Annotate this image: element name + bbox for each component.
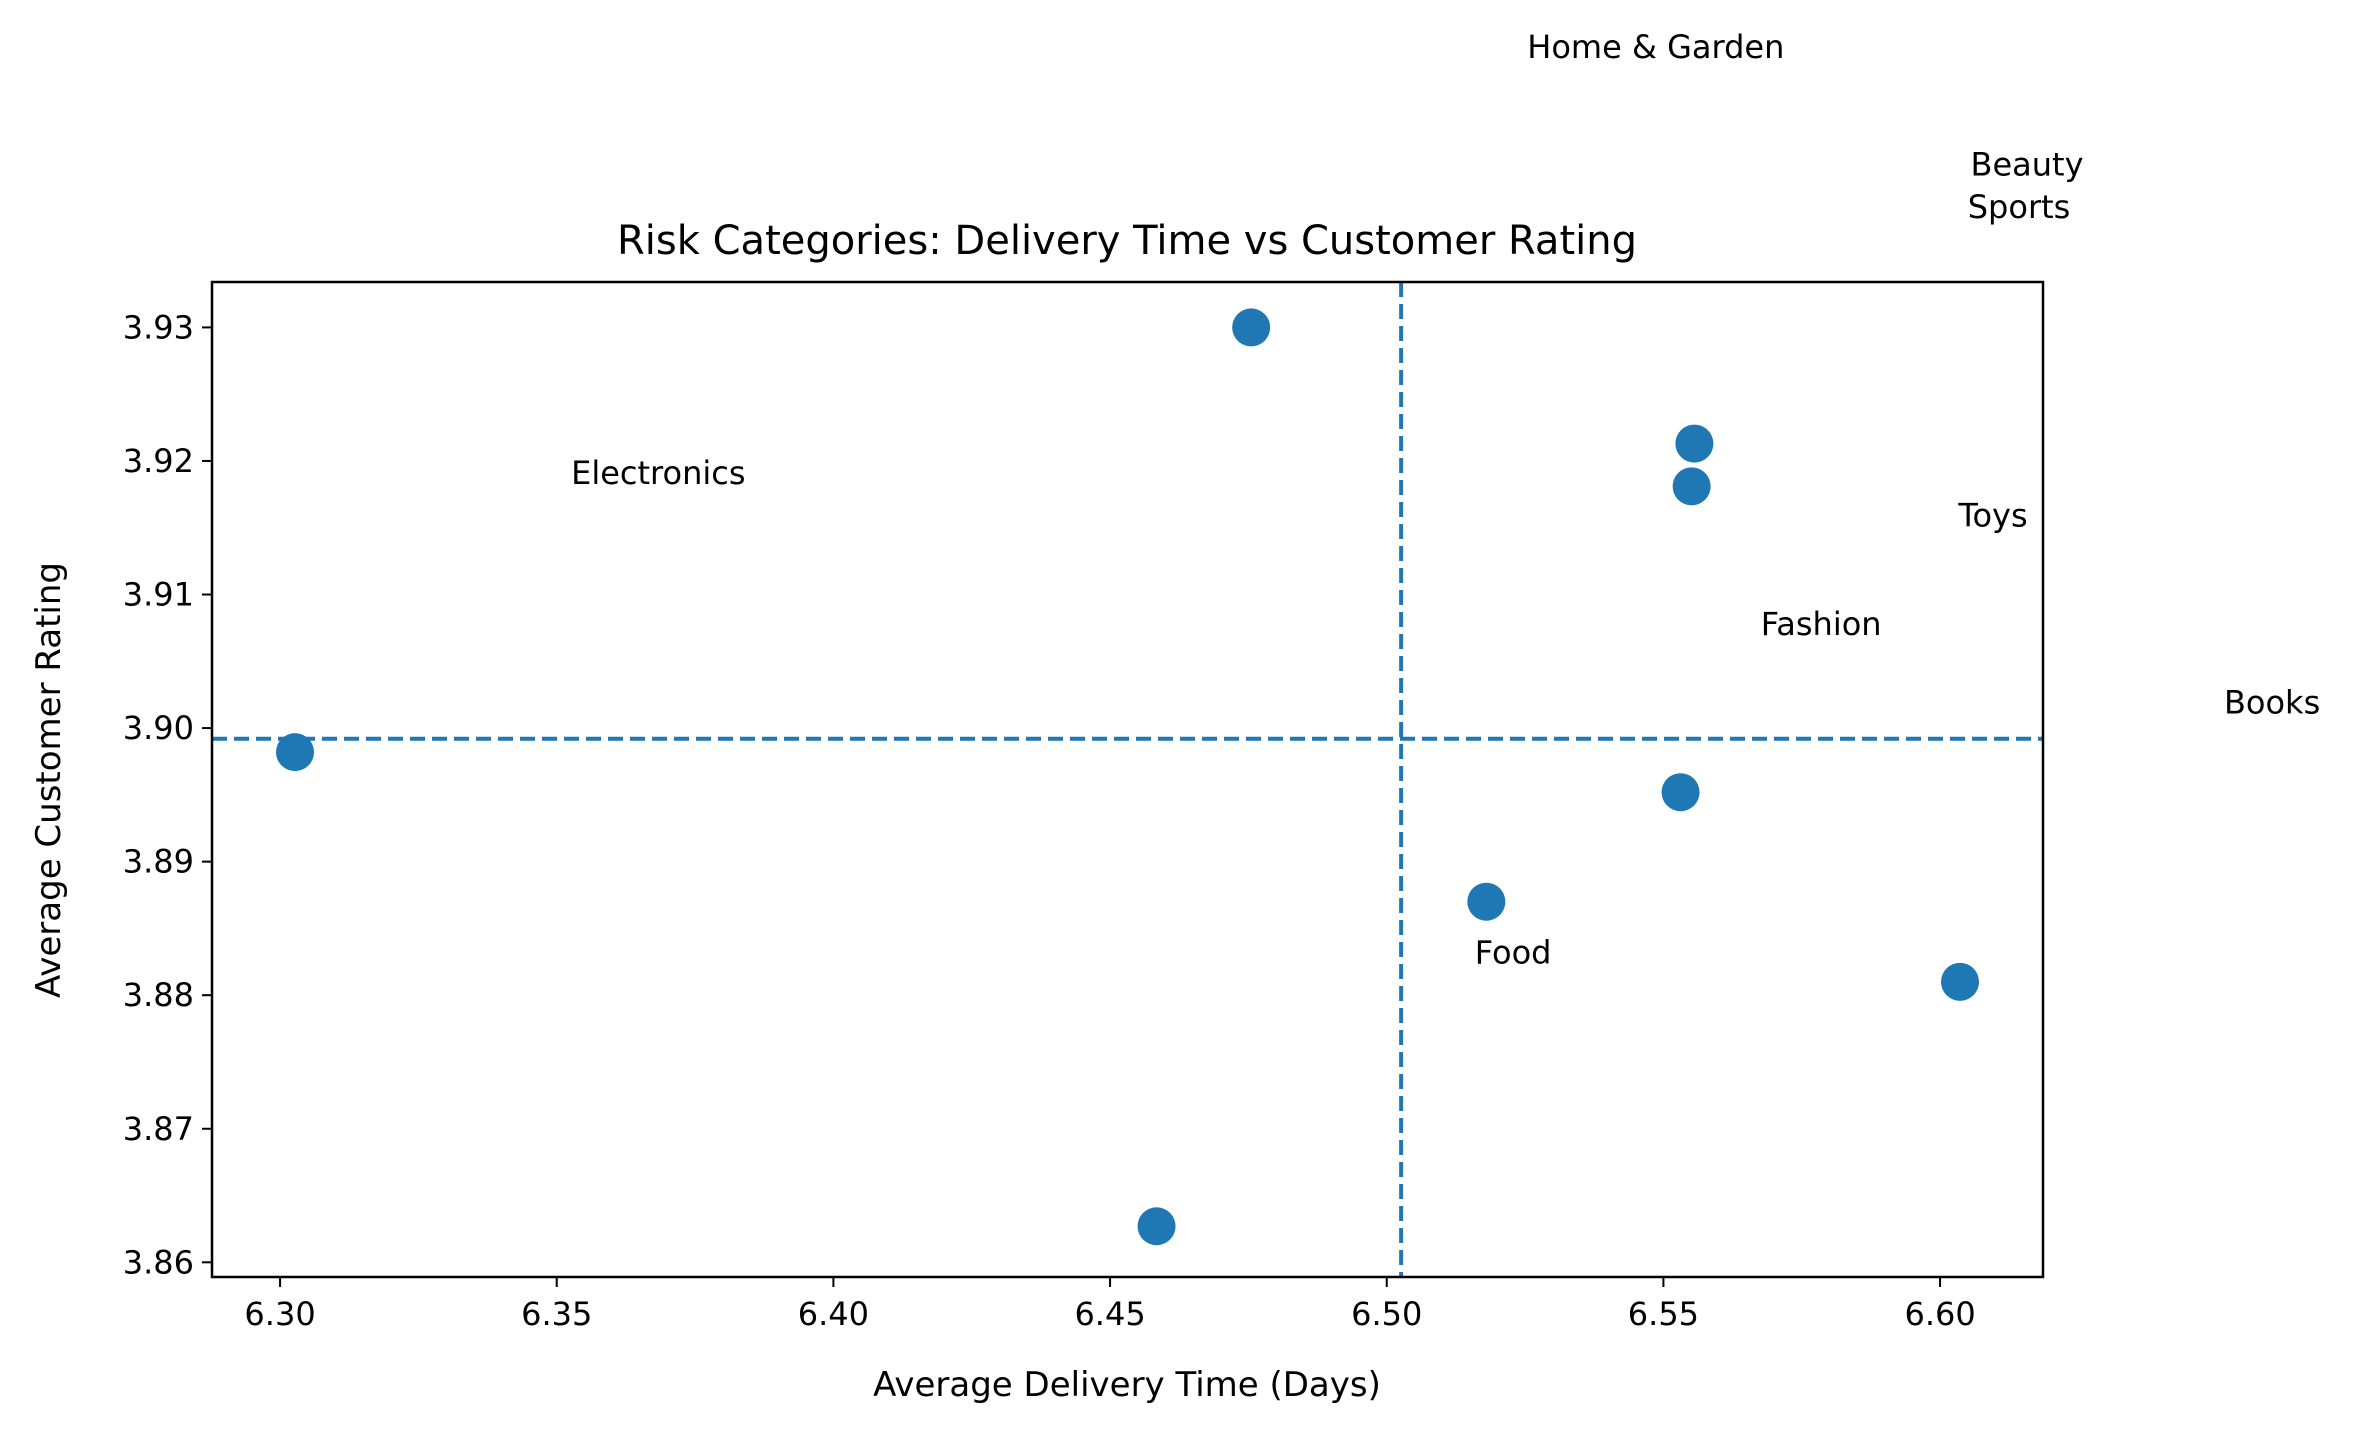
y-tick-label: 3.89 [123,843,194,881]
x-axis-label: Average Delivery Time (Days) [873,1365,1381,1405]
data-point [1232,308,1271,347]
x-tick-label: 6.60 [1904,1295,1975,1333]
category-annotation: Food [1475,933,1552,971]
y-tick-label: 3.92 [123,442,194,480]
data-point [276,733,315,772]
x-tick-label: 6.40 [798,1295,869,1333]
category-annotation: Beauty [1971,145,2084,183]
x-tick-label: 6.55 [1628,1295,1699,1333]
plot-frame [210,280,2045,1279]
data-point [1675,424,1714,463]
category-annotation: Books [2224,684,2320,722]
x-tick-label: 6.45 [1074,1295,1145,1333]
category-annotation: Fashion [1761,605,1882,643]
data-point [1467,882,1506,921]
category-annotation: Home & Garden [1527,28,1784,66]
x-tick-label: 6.35 [521,1295,592,1333]
chart-title: Risk Categories: Delivery Time vs Custom… [617,218,1637,264]
data-point [1137,1207,1176,1246]
x-tick-label: 6.30 [244,1295,315,1333]
category-annotation: Electronics [571,454,745,492]
data-point [1672,467,1711,506]
category-annotation: Sports [1968,188,2071,226]
y-tick-label: 3.87 [123,1110,194,1148]
y-tick-label: 3.88 [123,976,194,1014]
y-axis-label: Average Customer Rating [29,562,69,998]
data-point [1940,962,1979,1001]
y-tick-label: 3.93 [123,308,194,346]
y-tick-label: 3.90 [123,709,194,747]
y-tick-label: 3.86 [123,1243,194,1281]
x-tick-label: 6.50 [1351,1295,1422,1333]
data-point [1661,773,1700,812]
y-tick-label: 3.91 [123,576,194,614]
category-annotation: Toys [1957,497,2027,535]
